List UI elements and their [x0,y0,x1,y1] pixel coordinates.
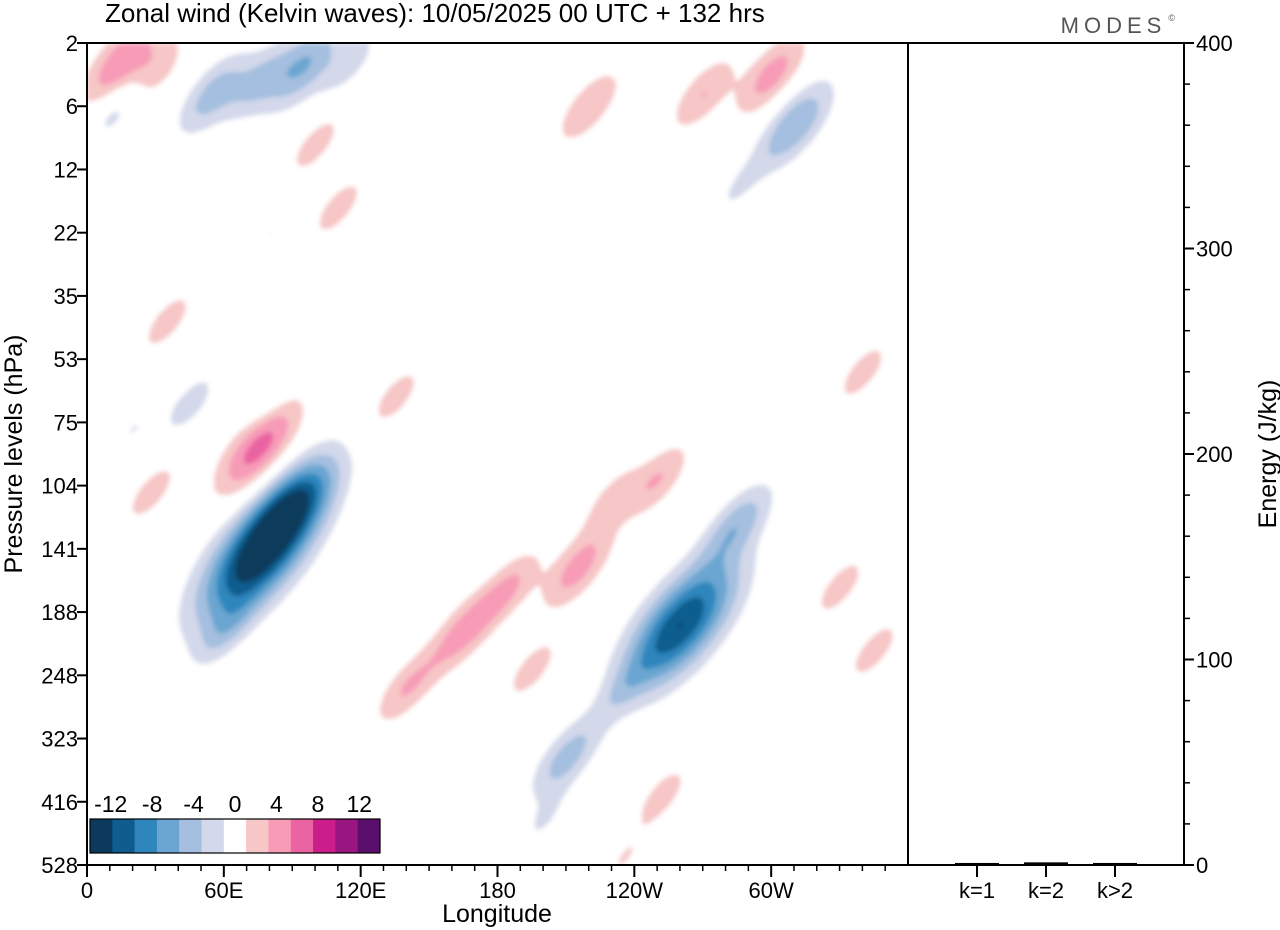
y-tick-label: 6 [66,94,78,119]
colorbar-swatch [201,819,225,853]
energy-bars: k=1 k=2 k>2 [955,862,1137,903]
colorbar-swatch [268,819,292,853]
colorbar-swatch [313,819,336,853]
x-tick-label: 180 [479,878,516,903]
colorbar-swatch [112,819,136,853]
y-tick-label: 104 [41,474,78,499]
colorbar-label: -8 [142,791,162,817]
y-tick-label: 248 [41,663,78,688]
x-tick-label: 60E [204,878,243,903]
colorbar-swatch [179,819,203,853]
y-tick-label: 2 [66,31,78,56]
colorbar-swatch [357,819,381,853]
colorbar-swatch [246,819,269,853]
x-tick-label: 120W [606,878,664,903]
colorbar-swatch [223,819,247,853]
colorbar-label: -4 [183,791,204,817]
brand-logo: MODES © [1061,13,1176,38]
colorbar-swatch [90,819,113,853]
colorbar-label: 0 [229,791,242,817]
energy-tick-label: 200 [1196,442,1233,467]
x-axis-ticks: 0 60E 120E 180 120W 60W [81,865,886,903]
y-tick-label: 12 [54,157,78,182]
y-tick-label: 528 [41,853,78,878]
colorbar-swatch [335,819,359,853]
energy-tick-label: 400 [1196,31,1233,56]
energy-bar [1093,862,1137,865]
y-axis-label: Pressure levels (hPa) [0,335,28,574]
colorbar-swatch [290,819,314,853]
x-tick-label: 0 [81,878,93,903]
energy-axis-ticks: 0 100 200 300 400 [1184,31,1233,878]
y-tick-label: 22 [54,221,78,246]
energy-tick-label: 300 [1196,237,1233,262]
colorbar-swatch [156,819,180,853]
colorbar-label: 8 [311,791,324,817]
y-tick-label: 188 [41,600,78,625]
chart-title: Zonal wind (Kelvin waves): 10/05/2025 00… [105,0,765,28]
colorbar: -12 -8 -4 0 4 8 12 [89,791,381,854]
x-axis-label: Longitude [442,900,552,928]
energy-axis-label: Energy (J/kg) [1254,380,1280,529]
k-label: k>2 [1097,878,1133,903]
colorbar-label: 12 [346,791,372,817]
x-tick-label: 60W [749,878,794,903]
y-tick-label: 53 [54,347,78,372]
y-tick-label: 141 [41,537,78,562]
energy-bar [955,862,999,865]
colorbar-swatch [134,819,158,853]
k-label: k=2 [1028,878,1064,903]
colorbar-label: 4 [270,791,283,817]
k-label: k=1 [959,878,995,903]
y-tick-label: 416 [41,790,78,815]
energy-tick-label: 100 [1196,648,1233,673]
x-tick-label: 120E [335,878,386,903]
energy-bar [1024,862,1068,865]
y-tick-label: 75 [54,410,78,435]
y-tick-label: 323 [41,727,78,752]
y-axis-ticks: 2 6 12 22 35 53 75 104 141 188 248 323 416 528 [41,31,87,878]
colorbar-frame [89,818,381,854]
wind-anomaly-field [87,43,908,865]
y-tick-label: 35 [54,284,78,309]
plot-frame [86,42,1185,866]
energy-tick-label: 0 [1196,853,1208,878]
colorbar-label: -12 [94,791,127,817]
